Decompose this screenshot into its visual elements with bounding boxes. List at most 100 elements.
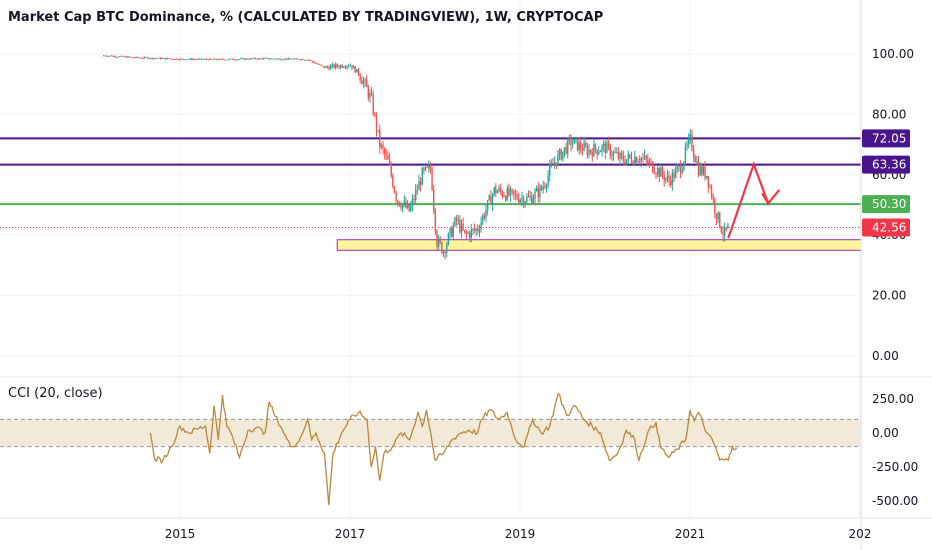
candle-body <box>454 217 456 227</box>
candle-body <box>120 55 123 57</box>
candle-body <box>503 196 505 198</box>
candle-body <box>619 152 621 159</box>
candle-body <box>449 228 451 234</box>
candle-body <box>365 79 368 88</box>
candle-body <box>352 66 355 69</box>
candle-body <box>354 66 356 73</box>
candle-body <box>150 57 152 59</box>
candle-body <box>663 175 665 181</box>
candle-body <box>318 64 320 66</box>
candle-body <box>161 58 164 60</box>
candle-body <box>591 151 593 157</box>
candle-body <box>369 93 371 98</box>
candle-body <box>142 58 144 59</box>
candle-body <box>117 56 119 58</box>
candle-body <box>326 66 329 68</box>
candle-body <box>403 201 405 205</box>
candle-body <box>722 232 724 236</box>
candle-body <box>110 55 113 57</box>
candle-body <box>694 156 696 163</box>
candle-body <box>303 59 306 61</box>
candle-body <box>300 59 302 61</box>
candle-body <box>171 58 173 60</box>
candle-body <box>704 166 706 179</box>
candle-body <box>565 147 567 154</box>
candle-body <box>259 58 262 60</box>
candle-body <box>212 59 214 60</box>
level-label-text: 42.56 <box>872 220 906 234</box>
candle-body <box>285 58 288 60</box>
candle-body <box>166 58 168 60</box>
candle-body <box>598 152 600 155</box>
time-axis[interactable]: 2015 2017 2019 2021 202 <box>165 527 872 541</box>
candle-body <box>258 58 260 60</box>
candle-body <box>723 227 726 236</box>
candle-body <box>491 194 494 205</box>
candle-body <box>509 189 512 196</box>
candle-body <box>632 162 634 165</box>
candle-body <box>380 144 383 148</box>
candle-body <box>390 164 392 176</box>
candle-body <box>338 66 340 68</box>
candle-body <box>488 195 490 201</box>
candle-body <box>624 161 626 165</box>
cci-indicator-title[interactable]: CCI (20, close) <box>8 386 103 401</box>
candle-body <box>580 142 582 149</box>
candle-body <box>347 65 350 67</box>
candle-body <box>426 166 428 168</box>
candle-body <box>658 168 660 177</box>
candle-body <box>256 58 258 60</box>
candle-body <box>307 59 309 61</box>
candle-body <box>653 172 656 174</box>
candle-body <box>276 58 278 60</box>
cci-axis[interactable]: -500.00 -250.00 0.00 250.00 <box>872 392 918 508</box>
candle-body <box>321 65 324 67</box>
candle-body <box>233 59 235 61</box>
candle-body <box>227 59 229 61</box>
candle-body <box>576 138 579 151</box>
candle-body <box>673 172 675 178</box>
candle-body <box>470 229 472 238</box>
candle-body <box>225 59 227 61</box>
candle-body <box>616 152 618 154</box>
candle-body <box>596 149 598 155</box>
candle-body <box>501 191 504 197</box>
candle-body <box>557 154 559 166</box>
candle-body <box>506 188 508 201</box>
price-tick-label: 0.00 <box>872 349 899 363</box>
candle-body <box>379 129 381 148</box>
candle-body <box>549 165 551 176</box>
candle-body <box>213 58 216 60</box>
candle-body <box>133 57 136 59</box>
candle-body <box>679 165 682 174</box>
price-candles <box>102 55 729 260</box>
candle-body <box>204 58 206 60</box>
candle-body <box>297 58 299 60</box>
candle-body <box>163 58 165 59</box>
candle-body <box>643 156 646 159</box>
candle-body <box>320 64 322 66</box>
candle-body <box>521 197 523 200</box>
candle-body <box>709 186 711 188</box>
candle-body <box>114 56 116 57</box>
candle-body <box>441 242 443 254</box>
support-zone <box>336 239 862 251</box>
candle-body <box>714 199 716 214</box>
candle-body <box>627 154 629 160</box>
candle-body <box>452 226 455 237</box>
candle-body <box>287 58 289 60</box>
candle-body <box>140 57 142 59</box>
cci-tick-label: 0.00 <box>872 426 899 440</box>
candle-body <box>562 151 564 160</box>
candle-body <box>401 204 404 209</box>
candle-body <box>325 66 327 68</box>
candle-body <box>446 244 448 254</box>
candle-body <box>522 197 525 205</box>
candle-body <box>511 189 513 191</box>
candle-body <box>243 58 245 60</box>
candle-body <box>500 187 502 192</box>
candle-body <box>302 59 304 61</box>
candle-body <box>182 58 185 60</box>
candle-body <box>223 59 226 61</box>
